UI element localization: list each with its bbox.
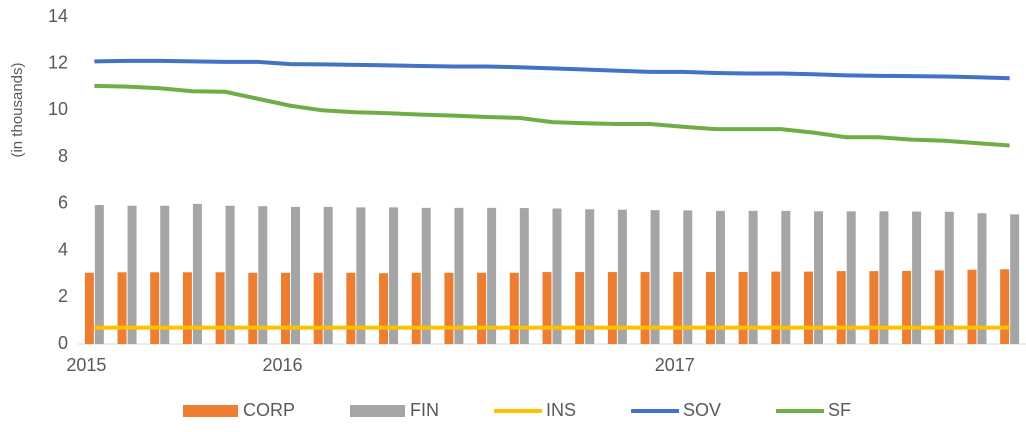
- bar: [225, 205, 235, 344]
- legend-label: SOV: [683, 400, 721, 420]
- y-tick-label: 10: [48, 99, 68, 119]
- bar: [575, 272, 585, 344]
- bar: [585, 209, 595, 344]
- legend-swatch: [350, 405, 406, 417]
- bar: [182, 272, 192, 344]
- bar: [280, 272, 290, 344]
- y-tick-label: 8: [58, 146, 68, 166]
- x-tick-label: 2017: [655, 355, 695, 375]
- bar: [1010, 214, 1020, 344]
- legend-label: INS: [546, 400, 576, 420]
- bar: [379, 273, 389, 344]
- bar: [934, 270, 944, 344]
- bar: [748, 210, 758, 344]
- bar: [738, 272, 748, 344]
- bar: [617, 209, 627, 344]
- bar: [421, 207, 431, 344]
- line: [94, 58, 1010, 81]
- bar: [977, 213, 987, 344]
- legend-label: SF: [828, 400, 851, 420]
- bar: [683, 210, 693, 344]
- bar: [290, 206, 300, 344]
- bar: [94, 205, 104, 344]
- bar: [477, 272, 487, 344]
- bar: [454, 207, 464, 344]
- bar: [150, 272, 160, 344]
- bar: [902, 270, 912, 344]
- bar: [607, 272, 617, 344]
- y-axis-title: (in thousands): [9, 62, 26, 157]
- x-tick-label: 2015: [66, 355, 106, 375]
- bar: [258, 206, 268, 344]
- bar: [487, 207, 497, 344]
- x-tick-label: 2016: [262, 355, 302, 375]
- bar: [192, 203, 202, 344]
- bar: [519, 208, 529, 344]
- bar: [323, 206, 333, 344]
- bar: [248, 272, 258, 344]
- bar: [127, 205, 137, 344]
- bar: [771, 271, 781, 344]
- bar: [804, 271, 814, 344]
- bar: [356, 207, 366, 344]
- bar: [869, 271, 879, 344]
- bar: [313, 272, 323, 344]
- bar: [346, 272, 356, 344]
- bar: [715, 210, 725, 344]
- bar: [117, 272, 127, 344]
- bar: [509, 272, 519, 344]
- bar: [640, 272, 650, 344]
- bar: [444, 272, 454, 344]
- bar: [846, 211, 856, 344]
- bar: [912, 211, 922, 344]
- bar: [967, 269, 977, 344]
- bar: [389, 207, 399, 344]
- bar: [836, 271, 846, 344]
- legend-swatch: [183, 405, 238, 417]
- y-tick-label: 2: [58, 286, 68, 306]
- bar: [160, 205, 170, 344]
- y-tick-label: 14: [48, 6, 68, 26]
- bar: [84, 272, 94, 344]
- y-tick-label: 6: [58, 193, 68, 213]
- bar: [944, 211, 954, 344]
- bar: [215, 272, 225, 344]
- bar: [650, 210, 660, 344]
- y-tick-label: 0: [58, 333, 68, 353]
- bar: [542, 272, 552, 344]
- legend-label: FIN: [410, 400, 439, 420]
- bar: [1000, 269, 1010, 344]
- bar: [879, 211, 889, 344]
- bar: [411, 272, 421, 344]
- y-tick-label: 4: [58, 239, 68, 259]
- bar: [781, 210, 791, 344]
- line: [94, 83, 1010, 148]
- bar: [814, 211, 824, 344]
- y-tick-label: 12: [48, 52, 68, 72]
- legend-label: CORP: [243, 400, 295, 420]
- bar: [673, 272, 683, 344]
- bar: [705, 272, 715, 344]
- bar: [552, 208, 562, 344]
